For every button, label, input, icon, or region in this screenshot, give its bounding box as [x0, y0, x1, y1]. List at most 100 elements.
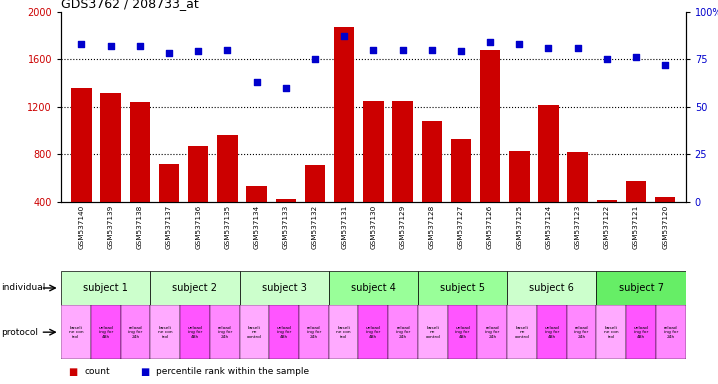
Text: GSM537136: GSM537136 — [195, 205, 201, 249]
Text: unload
ing for
48h: unload ing for 48h — [276, 326, 292, 339]
Text: GSM537129: GSM537129 — [399, 205, 406, 249]
Bar — [626, 181, 646, 249]
Text: GSM537128: GSM537128 — [429, 205, 434, 249]
Text: GDS3762 / 208733_at: GDS3762 / 208733_at — [61, 0, 199, 10]
Bar — [537, 305, 567, 359]
Bar — [150, 305, 180, 359]
Bar — [597, 271, 686, 305]
Bar — [304, 165, 325, 249]
Point — [660, 62, 671, 68]
Text: baseli
ne
control: baseli ne control — [425, 326, 440, 339]
Bar — [276, 199, 296, 249]
Text: GSM537122: GSM537122 — [604, 205, 610, 249]
Text: subject 4: subject 4 — [351, 283, 396, 293]
Point — [572, 45, 584, 51]
Text: baseli
ne con
trol: baseli ne con trol — [69, 326, 83, 339]
Text: reload
ing for
24h: reload ing for 24h — [663, 326, 678, 339]
Bar — [388, 305, 418, 359]
Bar — [240, 305, 269, 359]
Text: subject 7: subject 7 — [619, 283, 663, 293]
Bar — [299, 305, 329, 359]
Text: count: count — [84, 367, 110, 376]
Bar — [421, 121, 442, 249]
Text: GSM537138: GSM537138 — [137, 205, 143, 249]
Point — [397, 46, 409, 53]
Point — [251, 79, 262, 85]
Text: subject 1: subject 1 — [83, 283, 128, 293]
Text: GSM537134: GSM537134 — [253, 205, 260, 249]
Text: baseli
ne
control: baseli ne control — [515, 326, 530, 339]
Point — [455, 48, 467, 55]
Text: GSM537137: GSM537137 — [166, 205, 172, 249]
Text: subject 5: subject 5 — [440, 283, 485, 293]
Text: subject 2: subject 2 — [172, 283, 218, 293]
Bar — [90, 305, 121, 359]
Bar — [61, 271, 150, 305]
Bar — [130, 102, 150, 249]
Text: subject 3: subject 3 — [261, 283, 307, 293]
Point — [368, 46, 379, 53]
Bar — [180, 305, 210, 359]
Bar — [210, 305, 240, 359]
Bar — [392, 101, 413, 249]
Text: GSM537120: GSM537120 — [662, 205, 668, 249]
Text: baseli
ne con
trol: baseli ne con trol — [604, 326, 619, 339]
Bar — [101, 93, 121, 249]
Text: baseli
ne con
trol: baseli ne con trol — [158, 326, 172, 339]
Bar — [240, 271, 329, 305]
Text: GSM537131: GSM537131 — [341, 205, 348, 249]
Bar — [597, 305, 626, 359]
Text: GSM537130: GSM537130 — [370, 205, 376, 249]
Text: unload
ing for
48h: unload ing for 48h — [98, 326, 113, 339]
Bar — [448, 305, 477, 359]
Text: GSM537139: GSM537139 — [108, 205, 113, 249]
Point — [543, 45, 554, 51]
Bar — [159, 164, 180, 249]
Text: unload
ing for
48h: unload ing for 48h — [455, 326, 470, 339]
Point — [75, 41, 87, 47]
Point — [426, 46, 437, 53]
Bar — [480, 50, 500, 249]
Bar — [509, 151, 529, 249]
Point — [601, 56, 612, 62]
Text: GSM537127: GSM537127 — [458, 205, 464, 249]
Bar — [538, 105, 559, 249]
Text: unload
ing for
48h: unload ing for 48h — [633, 326, 648, 339]
Text: GSM537132: GSM537132 — [312, 205, 318, 249]
Bar — [655, 197, 676, 249]
Bar — [363, 101, 383, 249]
Bar — [121, 305, 150, 359]
Point — [513, 41, 525, 47]
Text: reload
ing for
24h: reload ing for 24h — [218, 326, 232, 339]
Bar — [71, 88, 92, 249]
Text: ■: ■ — [68, 366, 78, 377]
Bar — [334, 27, 355, 249]
Text: GSM537135: GSM537135 — [225, 205, 230, 249]
Text: GSM537125: GSM537125 — [516, 205, 522, 249]
Text: reload
ing for
24h: reload ing for 24h — [485, 326, 500, 339]
Bar — [269, 305, 299, 359]
Point — [485, 39, 496, 45]
Text: protocol: protocol — [1, 328, 38, 337]
Point — [280, 84, 292, 91]
Text: baseli
ne con
trol: baseli ne con trol — [336, 326, 351, 339]
Bar — [567, 305, 597, 359]
Text: reload
ing for
24h: reload ing for 24h — [396, 326, 410, 339]
Bar — [567, 152, 588, 249]
Bar — [329, 305, 358, 359]
Text: GSM537123: GSM537123 — [574, 205, 581, 249]
Point — [192, 48, 204, 55]
Point — [630, 54, 642, 60]
Bar — [61, 305, 90, 359]
Point — [105, 43, 116, 49]
Text: individual: individual — [1, 283, 45, 293]
Text: unload
ing for
48h: unload ing for 48h — [544, 326, 559, 339]
Text: GSM537126: GSM537126 — [487, 205, 493, 249]
Text: GSM537140: GSM537140 — [78, 205, 85, 249]
Point — [309, 56, 321, 62]
Text: ■: ■ — [140, 366, 149, 377]
Text: reload
ing for
24h: reload ing for 24h — [307, 326, 321, 339]
Bar — [597, 200, 617, 249]
Text: reload
ing for
24h: reload ing for 24h — [574, 326, 589, 339]
Bar — [188, 146, 208, 249]
